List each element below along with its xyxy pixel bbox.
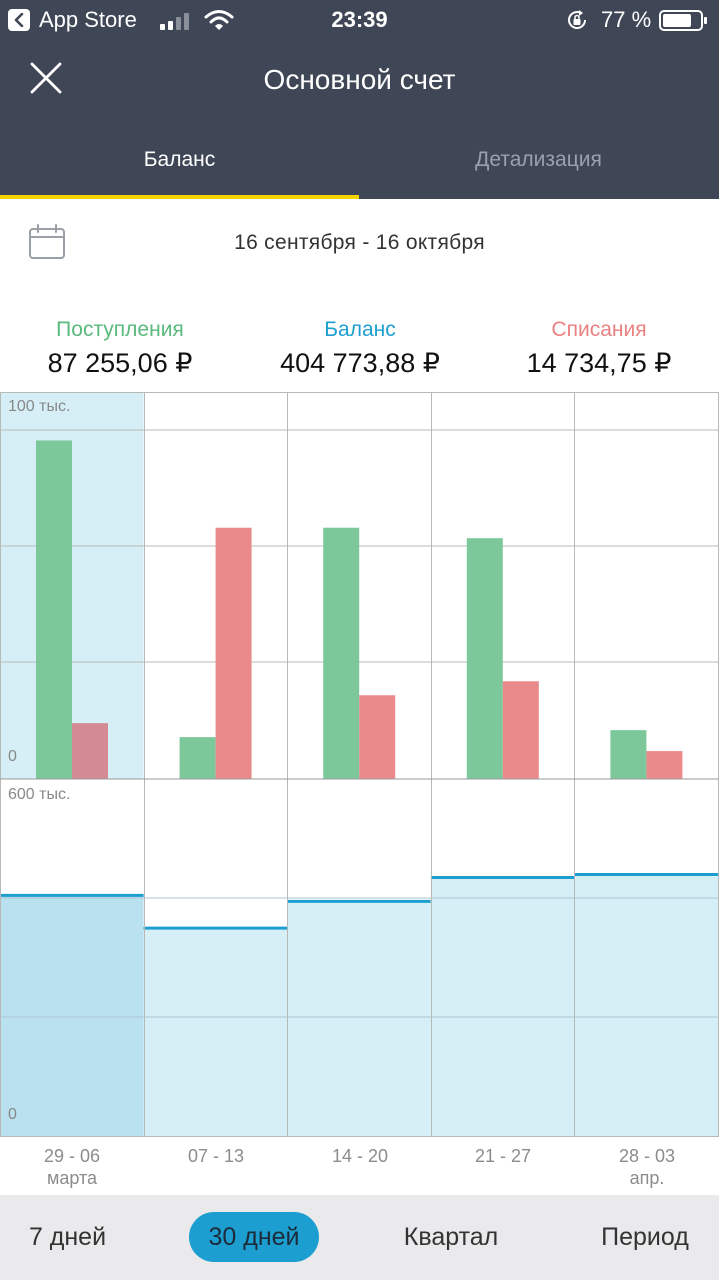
week-label[interactable]: 21 - 27 — [431, 1145, 575, 1167]
expense-bar — [215, 527, 252, 779]
week-label[interactable]: 14 - 20 — [288, 1145, 432, 1167]
week-label[interactable]: 07 - 13 — [144, 1145, 288, 1167]
balance-area — [143, 928, 288, 1137]
balance-label: Баланс — [324, 318, 396, 341]
period-7-days-button[interactable]: 7 дней — [28, 1223, 107, 1251]
page-title: Основной счет — [263, 64, 456, 95]
tab-balance[interactable]: Баланс — [143, 148, 216, 171]
clock: 23:39 — [331, 7, 388, 32]
income-label: Поступления — [56, 318, 184, 341]
bar-chart-max-label: 100 тыс. — [8, 398, 71, 415]
week-label[interactable]: 29 - 06 марта — [0, 1145, 144, 1189]
balance-area — [574, 874, 718, 1137]
period-custom-button[interactable]: Период — [601, 1223, 689, 1251]
income-bar — [36, 440, 72, 779]
week-month: апр. — [629, 1168, 665, 1188]
income-bar — [466, 538, 503, 779]
back-to-app-icon[interactable] — [8, 9, 30, 31]
week-range: 28 - 03 — [618, 1146, 676, 1166]
balance-chart-zero-label: 0 — [8, 1106, 17, 1123]
week-range: 21 - 27 — [474, 1146, 532, 1166]
expense-bar — [502, 681, 539, 779]
expense-label: Списания — [551, 318, 647, 341]
week-label[interactable]: 28 - 03 апр. — [575, 1145, 719, 1189]
week-month: марта — [46, 1168, 98, 1188]
balance-value: 404 773,88 ₽ — [280, 348, 440, 378]
income-bar — [610, 730, 647, 779]
status-bar: App Store 23:39 77 % — [0, 0, 719, 40]
expense-summary: Списания 14 734,75 ₽ — [479, 318, 719, 379]
balance-summary: Баланс 404 773,88 ₽ — [240, 318, 480, 379]
back-app-label[interactable]: App Store — [39, 7, 137, 32]
period-quarter-button[interactable]: Квартал — [403, 1223, 499, 1251]
date-range-label[interactable]: 16 сентября - 16 октября — [234, 231, 485, 254]
balance-area — [0, 895, 144, 1137]
active-tab-indicator — [0, 195, 359, 199]
balance-chart-max-label: 600 тыс. — [8, 786, 71, 803]
period-selector: 7 дней 30 дней Квартал Период — [0, 1195, 719, 1280]
battery-icon — [659, 10, 707, 31]
income-bar — [323, 527, 360, 779]
app-header: App Store 23:39 77 % Основной счет Балан… — [0, 0, 719, 199]
expense-value: 14 734,75 ₽ — [526, 348, 672, 378]
income-summary: Поступления 87 255,06 ₽ — [0, 318, 240, 379]
x-axis-labels: 29 - 06 марта 07 - 13 14 - 20 21 - 27 28… — [0, 1145, 719, 1195]
tab-details[interactable]: Детализация — [475, 148, 602, 171]
calendar-icon[interactable] — [28, 224, 66, 260]
week-range: 29 - 06 — [43, 1146, 101, 1166]
expense-bar — [72, 723, 108, 779]
balance-area — [430, 877, 575, 1137]
battery-percent: 77 % — [601, 7, 652, 32]
signal-icon — [160, 12, 194, 30]
weekly-chart[interactable]: 100 тыс. 0 600 тыс. 0 — [0, 392, 719, 1137]
bar-chart-zero-label: 0 — [8, 748, 17, 765]
expense-bar — [359, 695, 396, 779]
wifi-icon — [204, 10, 234, 30]
chart-canvas[interactable] — [0, 392, 719, 1137]
close-icon[interactable] — [28, 60, 64, 96]
expense-bar — [646, 751, 683, 779]
rotation-lock-icon — [568, 10, 586, 29]
week-range: 07 - 13 — [187, 1146, 245, 1166]
income-value: 87 255,06 ₽ — [47, 348, 193, 378]
balance-area — [287, 901, 431, 1137]
date-range-row[interactable]: 16 сентября - 16 октября — [0, 199, 719, 289]
week-range: 14 - 20 — [331, 1146, 389, 1166]
income-bar — [179, 737, 216, 779]
period-30-days-button[interactable]: 30 дней — [189, 1212, 319, 1262]
